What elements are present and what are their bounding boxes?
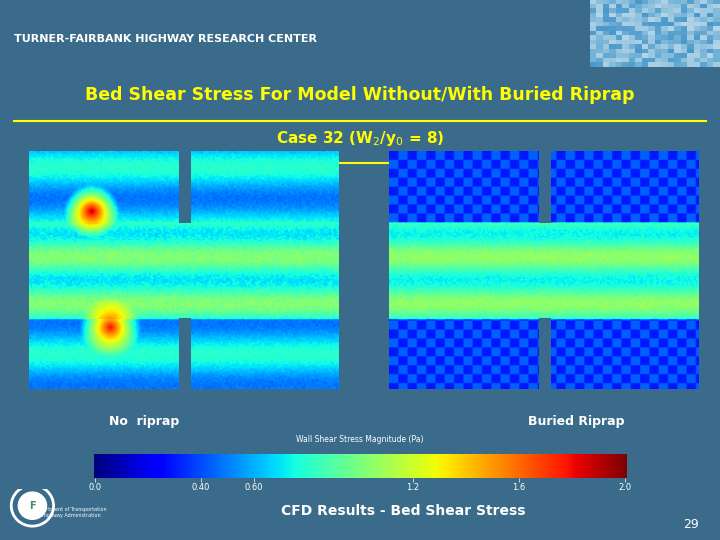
Text: F: F [29, 501, 36, 511]
Text: Case 32 (W$_2$/y$_0$ = 8): Case 32 (W$_2$/y$_0$ = 8) [276, 129, 444, 148]
Text: 29: 29 [683, 518, 698, 531]
Text: U.S. Department of Transportation
Federal Highway Administration: U.S. Department of Transportation Federa… [22, 507, 107, 518]
Text: CFD Results - Bed Shear Stress: CFD Results - Bed Shear Stress [281, 503, 526, 517]
Text: Wall Shear Stress Magnitude (Pa): Wall Shear Stress Magnitude (Pa) [296, 435, 424, 444]
Text: Buried Riprap: Buried Riprap [528, 415, 624, 428]
Circle shape [18, 492, 47, 519]
Text: No  riprap: No riprap [109, 415, 179, 428]
Text: TURNER-FAIRBANK HIGHWAY RESEARCH CENTER: TURNER-FAIRBANK HIGHWAY RESEARCH CENTER [14, 33, 318, 44]
Text: Bed Shear Stress For Model Without/With Buried Riprap: Bed Shear Stress For Model Without/With … [85, 86, 635, 104]
